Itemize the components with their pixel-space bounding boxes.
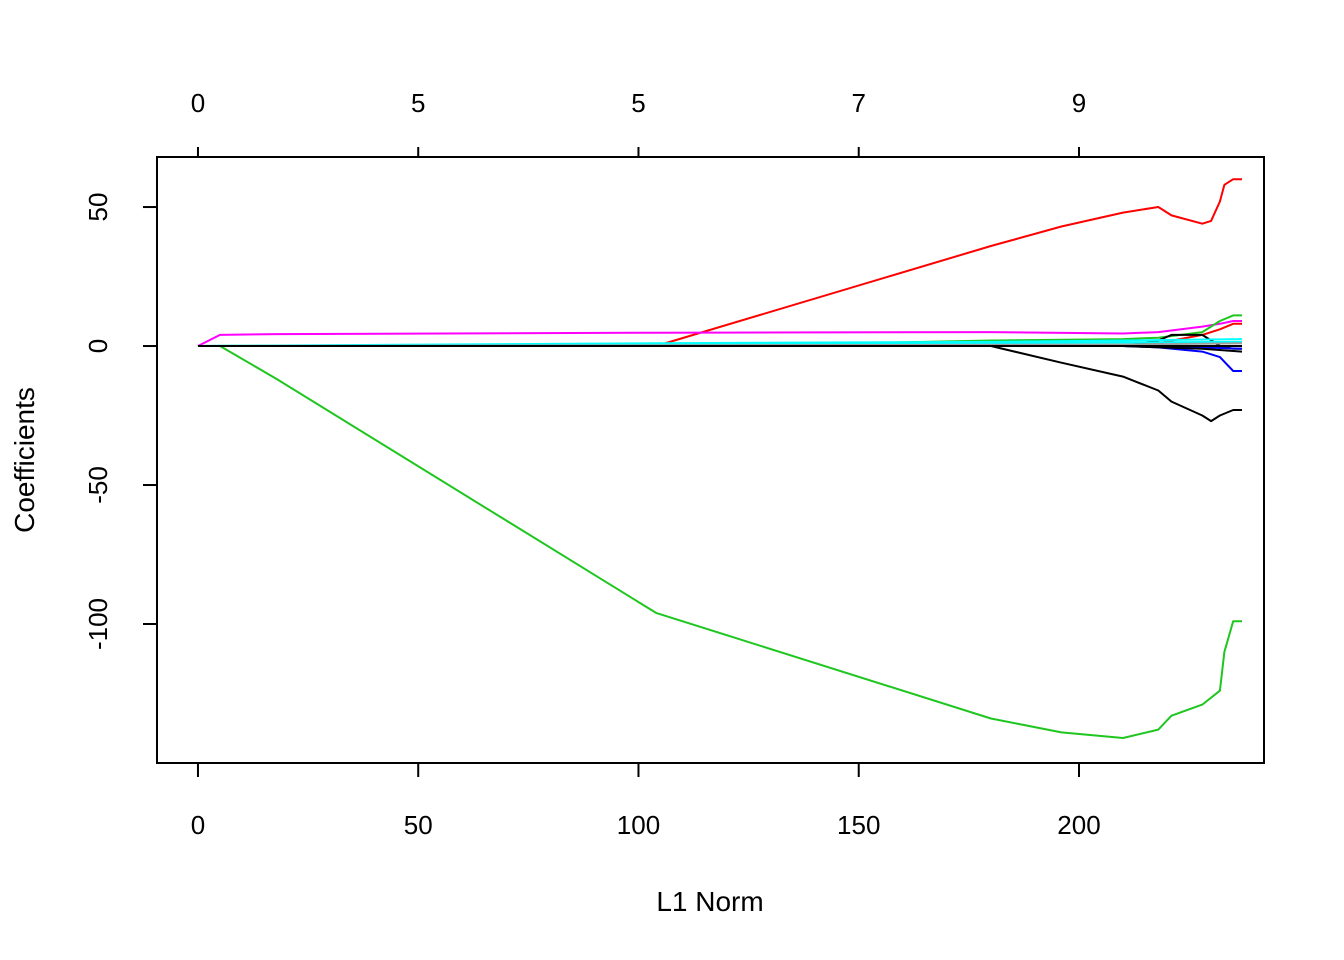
y-tick-label-0: 50: [83, 193, 113, 222]
series-line-1: [198, 345, 1242, 739]
series-line-4: [198, 345, 1242, 423]
series-line-2: [198, 178, 1242, 347]
top-tick-label-2: 5: [631, 88, 645, 118]
top-tick-label-1: 5: [411, 88, 425, 118]
y-axis-title: Coefficients: [9, 387, 40, 533]
bottom-axis: 0 50 100 150 200: [191, 762, 1101, 840]
x-axis-title: L1 Norm: [656, 886, 763, 917]
top-axis: 0 5 5 7 9: [191, 88, 1086, 158]
x-tick-label-2: 100: [617, 810, 660, 840]
plot-frame: [156, 156, 1265, 764]
series-layer: [197, 178, 1243, 739]
x-tick-label-1: 50: [404, 810, 433, 840]
x-tick-label-4: 200: [1057, 810, 1100, 840]
y-tick-label-3: -100: [83, 598, 113, 650]
top-tick-label-4: 9: [1072, 88, 1086, 118]
y-tick-label-1: 0: [83, 339, 113, 353]
y-tick-label-2: -50: [83, 466, 113, 504]
top-tick-label-3: 7: [851, 88, 865, 118]
x-tick-label-0: 0: [191, 810, 205, 840]
left-axis: 50 0 -50 -100: [83, 193, 158, 650]
x-tick-label-3: 150: [837, 810, 880, 840]
series-line-3: [197, 320, 1242, 347]
top-tick-label-0: 0: [191, 88, 205, 118]
